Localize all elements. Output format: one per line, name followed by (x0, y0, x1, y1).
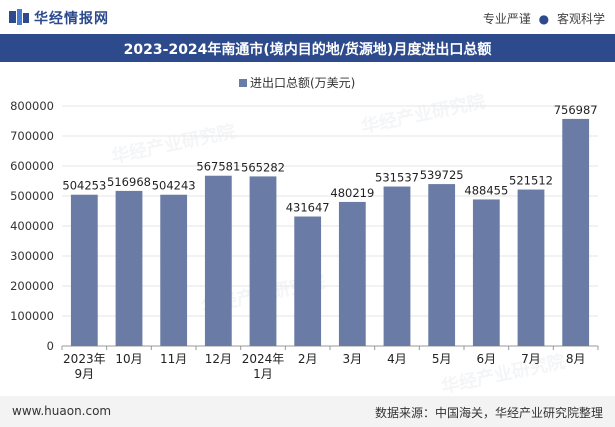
bar (294, 216, 322, 346)
data-label: 480219 (330, 186, 374, 200)
data-label: 539725 (420, 168, 464, 182)
data-label: 431647 (286, 201, 330, 215)
tagline: 专业严谨 ● 客观科学 (483, 10, 605, 27)
x-tick-label: 2023年 (63, 352, 106, 366)
y-tick-label: 100000 (10, 309, 54, 323)
bar (562, 118, 590, 346)
bar (517, 189, 545, 346)
bar (338, 201, 366, 346)
footer: www.huaon.com 数据来源：中国海关，华经产业研究院整理 (0, 396, 615, 427)
data-label: 504243 (152, 179, 196, 193)
x-tick-label: 1月 (253, 367, 273, 381)
data-label: 521512 (509, 174, 553, 188)
bar (70, 194, 98, 346)
x-tick-label: 10月 (115, 352, 142, 366)
brand-name: 华经情报网 (34, 11, 109, 27)
y-tick-label: 300000 (10, 249, 54, 263)
top-bar: 华经情报网 专业严谨 ● 客观科学 (0, 0, 615, 34)
bar (204, 175, 232, 346)
data-label: 567581 (196, 160, 240, 174)
y-tick-label: 700000 (10, 129, 54, 143)
bar (472, 199, 500, 346)
bar (249, 176, 277, 346)
data-label: 516968 (107, 175, 151, 189)
x-tick-label: 12月 (205, 352, 232, 366)
title-bar: 2023-2024年南通市(境内目的地/货源地)月度进出口总额 (0, 34, 615, 62)
chart-title: 2023-2024年南通市(境内目的地/货源地)月度进出口总额 (123, 42, 492, 58)
bar (160, 194, 188, 346)
bar (428, 184, 456, 346)
logo-icon (9, 9, 29, 25)
y-tick-label: 400000 (10, 219, 54, 233)
bar (383, 186, 411, 346)
x-tick-label: 11月 (160, 352, 187, 366)
x-tick-label: 6月 (477, 352, 497, 366)
y-tick-label: 0 (47, 339, 54, 353)
x-tick-label: 5月 (432, 352, 452, 366)
data-label: 756987 (554, 103, 598, 117)
x-tick-label: 7月 (521, 352, 541, 366)
x-tick-label: 2024年 (242, 352, 285, 366)
bar (115, 190, 143, 346)
y-tick-label: 600000 (10, 159, 54, 173)
y-tick-label: 800000 (10, 99, 54, 113)
y-tick-label: 500000 (10, 189, 54, 203)
tagline-right: 客观科学 (556, 12, 605, 26)
y-tick-label: 200000 (10, 279, 54, 293)
bar-chart: 进出口总额(万美元) 0 100000 200000 300000 400000 50000… (10, 76, 599, 381)
x-tick-label: 2月 (298, 352, 318, 366)
footer-source: 数据来源：中国海关，华经产业研究院整理 (374, 406, 603, 420)
data-label: 488455 (464, 183, 508, 197)
data-label: 504253 (62, 179, 106, 193)
data-label: 565282 (241, 160, 285, 174)
x-tick-label: 9月 (75, 367, 95, 381)
legend-swatch (239, 79, 247, 87)
footer-url[interactable]: www.huaon.com (12, 404, 112, 418)
x-tick-label: 3月 (343, 352, 363, 366)
tagline-left: 专业严谨 (482, 12, 531, 26)
x-tick-label: 4月 (387, 352, 407, 366)
x-tick-label: 8月 (566, 352, 586, 366)
legend-label: 进出口总额(万美元) (250, 76, 355, 90)
data-label: 531537 (375, 171, 419, 185)
tagline-separator: ● (538, 12, 550, 26)
